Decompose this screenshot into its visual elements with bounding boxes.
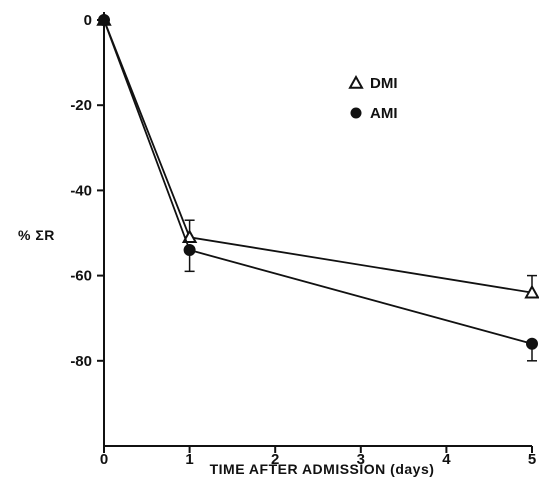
data-point-dmi — [181, 229, 198, 244]
x-tick-label: 5 — [528, 451, 536, 468]
data-point-ami — [183, 244, 196, 257]
y-tick-label: -40 — [70, 182, 92, 199]
y-tick-label: -20 — [70, 97, 92, 114]
axes — [103, 12, 532, 447]
legend-label-ami: AMI — [370, 105, 398, 122]
x-tick-label: 4 — [442, 451, 451, 468]
y-axis-label: % ΣR — [18, 227, 55, 243]
legend-marker-dmi — [348, 74, 364, 89]
series-group — [96, 11, 539, 362]
tick-labels: 0 -20 -40 -60 -80 0 1 2 3 4 5 — [70, 12, 536, 468]
x-axis-label: TIME AFTER ADMISSION (days) — [210, 461, 435, 477]
series-ami — [98, 14, 538, 362]
y-tick-label: -60 — [70, 268, 92, 285]
series-line-dmi — [103, 19, 533, 294]
y-tick-label: 0 — [84, 12, 92, 29]
data-point-ami — [526, 337, 538, 350]
data-point-dmi — [524, 284, 539, 299]
x-tick-label: 0 — [100, 451, 108, 468]
x-tick-label: 1 — [185, 451, 193, 468]
data-point-ami — [98, 14, 110, 26]
x-tick-label: 3 — [357, 451, 365, 468]
legend-label-dmi: DMI — [370, 75, 398, 92]
x-tick-label: 2 — [271, 451, 279, 468]
legend-marker-ami — [350, 107, 362, 119]
legend: DMI AMI — [348, 74, 398, 122]
series-dmi — [96, 11, 539, 299]
y-tick-label: -80 — [70, 353, 92, 370]
